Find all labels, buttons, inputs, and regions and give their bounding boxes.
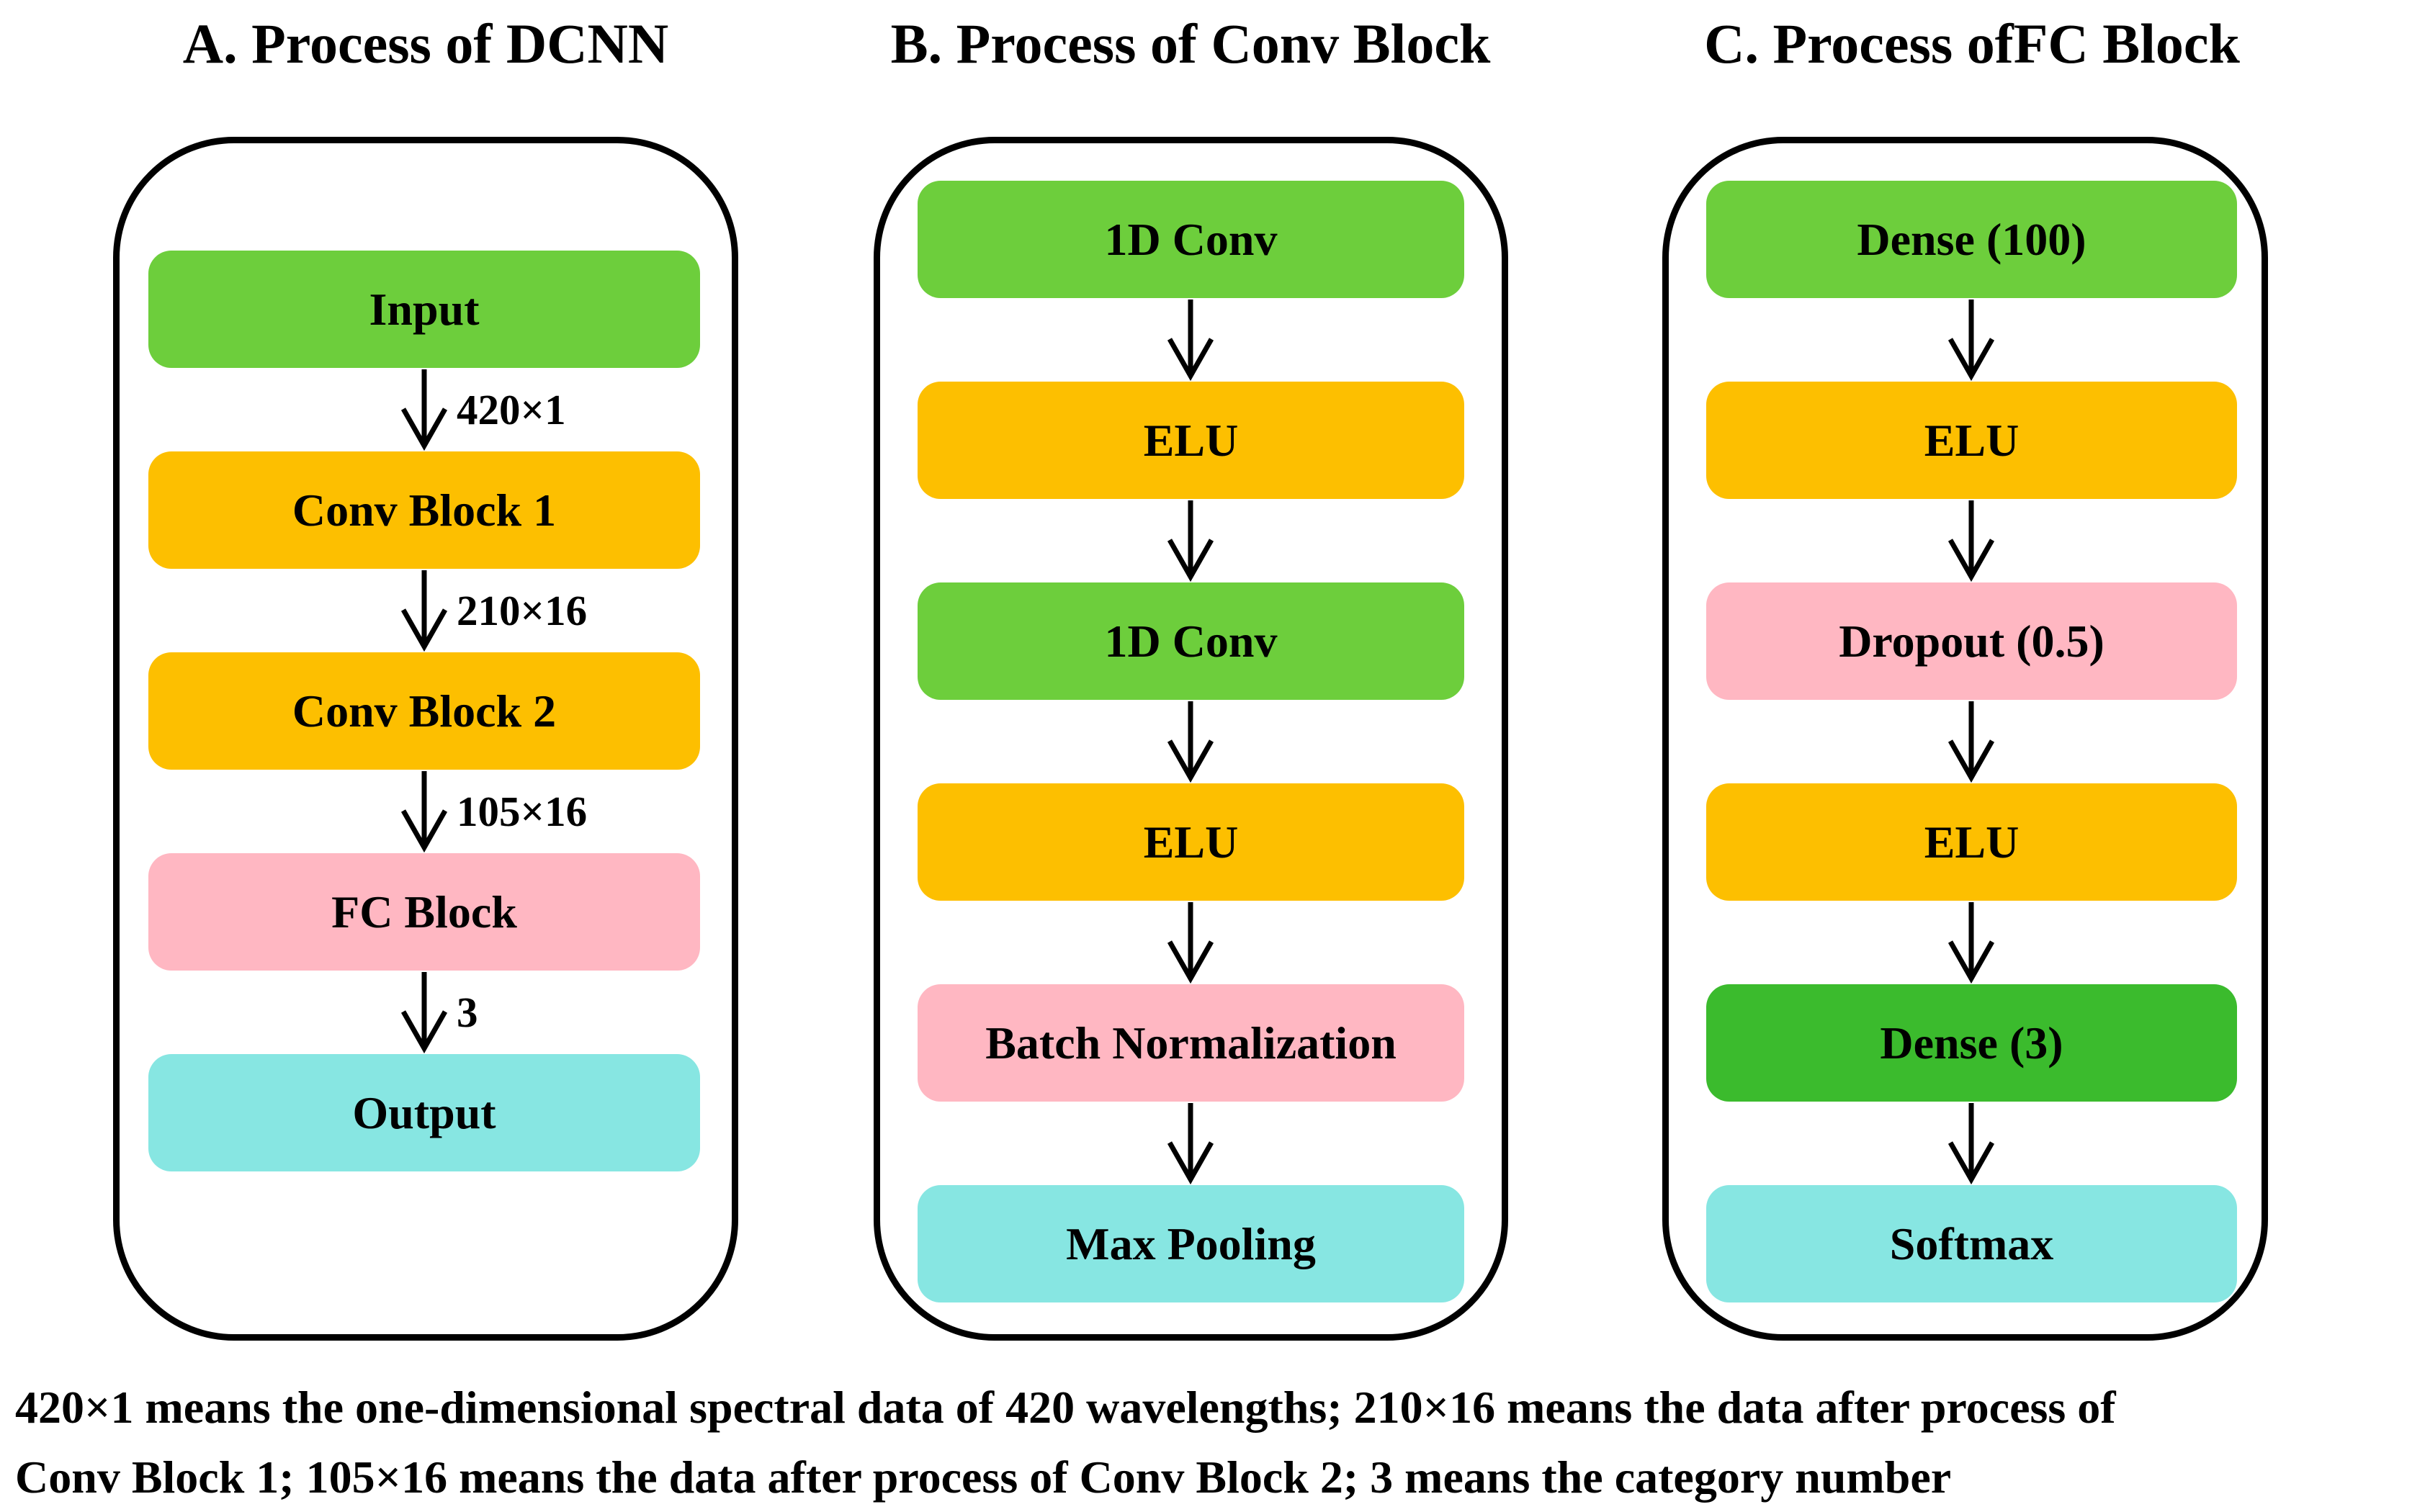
conv-block-1-box: Conv Block 1	[148, 451, 700, 569]
arrow-down-icon	[1947, 1103, 1995, 1185]
arrow-down-icon	[1947, 701, 1995, 783]
arrow-down-icon	[400, 972, 448, 1054]
max-pooling-box: Max Pooling	[918, 1185, 1464, 1302]
dropout-box: Dropout (0.5)	[1706, 582, 2237, 700]
input-box: Input	[148, 251, 700, 368]
arrow-down-icon	[1167, 701, 1214, 783]
arrow-down-icon	[1167, 500, 1214, 582]
arrow-down-icon	[400, 369, 448, 451]
arrow-down-icon	[1167, 1103, 1214, 1185]
figure-caption-line-1: 420×1 means the one-dimensional spectral…	[15, 1382, 2116, 1433]
softmax-box: Softmax	[1706, 1185, 2237, 1302]
arrow-label-3: 3	[457, 988, 478, 1036]
elu-box-2: ELU	[918, 783, 1464, 901]
arrow-label-420x1: 420×1	[457, 385, 566, 433]
fc-elu-box-1: ELU	[1706, 382, 2237, 499]
conv-block-2-box: Conv Block 2	[148, 652, 700, 770]
dense-3-box: Dense (3)	[1706, 984, 2237, 1102]
dcnn-panel-title: A. Process of DCNN	[182, 12, 669, 75]
conv-block-panel-title: B. Process of Conv Block	[890, 12, 1491, 75]
arrow-down-icon	[1947, 902, 1995, 984]
arrow-label-210x16: 210×16	[457, 586, 588, 634]
arrow-down-icon	[1947, 500, 1995, 582]
figure-caption-line-2: Conv Block 1; 105×16 means the data afte…	[15, 1452, 1952, 1503]
conv-1d-box-1: 1D Conv	[918, 181, 1464, 298]
elu-box-1: ELU	[918, 382, 1464, 499]
arrow-down-icon	[1167, 300, 1214, 382]
output-box: Output	[148, 1054, 700, 1171]
arrow-down-icon	[400, 570, 448, 652]
fc-block-panel-title: C. Process ofFC Block	[1704, 12, 2240, 75]
conv-block-panel: 1D Conv ELU 1D Conv ELU Batch Normalizat…	[874, 137, 1508, 1341]
fc-block-panel: Dense (100) ELU Dropout (0.5) ELU Dense …	[1662, 137, 2268, 1341]
fc-elu-box-2: ELU	[1706, 783, 2237, 901]
dcnn-panel: Input 420×1 Conv Block 1 210×16 Conv Blo…	[113, 137, 738, 1341]
arrow-down-icon	[1947, 300, 1995, 382]
batch-normalization-box: Batch Normalization	[918, 984, 1464, 1102]
figure-caption: 420×1 means the one-dimensional spectral…	[15, 1372, 2116, 1512]
arrow-down-icon	[400, 771, 448, 853]
fc-block-box: FC Block	[148, 853, 700, 971]
arrow-down-icon	[1167, 902, 1214, 984]
arrow-label-105x16: 105×16	[457, 787, 588, 835]
dense-100-box: Dense (100)	[1706, 181, 2237, 298]
conv-1d-box-2: 1D Conv	[918, 582, 1464, 700]
